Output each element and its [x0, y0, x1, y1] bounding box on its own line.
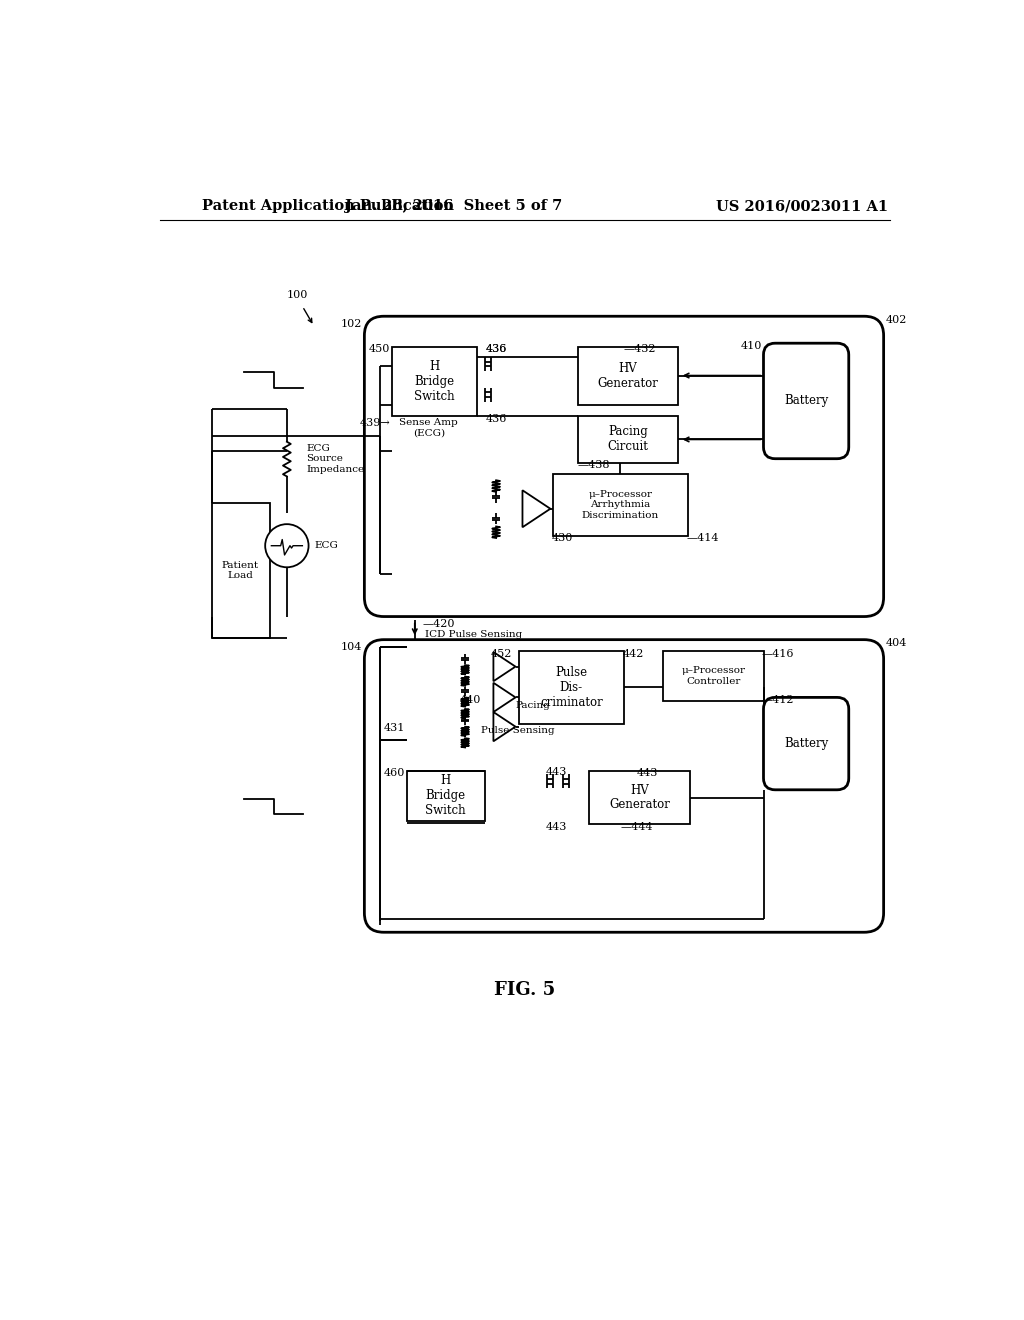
Text: 404: 404	[886, 639, 907, 648]
Text: HV
Generator: HV Generator	[609, 784, 670, 812]
Text: —414: —414	[687, 533, 719, 543]
Text: 102: 102	[341, 319, 362, 329]
FancyBboxPatch shape	[365, 640, 884, 932]
FancyBboxPatch shape	[764, 343, 849, 459]
Text: H
Bridge
Switch: H Bridge Switch	[425, 774, 466, 817]
Text: 436: 436	[486, 345, 508, 354]
Text: 450: 450	[369, 345, 390, 354]
Text: US 2016/0023011 A1: US 2016/0023011 A1	[716, 199, 888, 213]
Text: FIG. 5: FIG. 5	[495, 981, 555, 999]
Text: —444: —444	[621, 822, 652, 832]
Text: 402: 402	[886, 315, 907, 325]
Bar	[519, 651, 624, 725]
Bar	[391, 347, 477, 416]
Text: Pacing: Pacing	[515, 701, 550, 710]
Text: 442: 442	[623, 648, 644, 659]
FancyBboxPatch shape	[764, 697, 849, 789]
Text: 100: 100	[287, 290, 308, 301]
Bar	[553, 474, 688, 536]
Text: 436: 436	[486, 345, 508, 354]
Text: 443: 443	[546, 767, 567, 777]
Text: Battery: Battery	[784, 737, 828, 750]
Text: H
Bridge
Switch: H Bridge Switch	[414, 360, 455, 403]
Text: 430: 430	[552, 533, 573, 543]
Text: 443: 443	[546, 822, 567, 832]
Polygon shape	[494, 652, 515, 681]
Text: Jan. 28, 2016  Sheet 5 of 7: Jan. 28, 2016 Sheet 5 of 7	[345, 199, 562, 213]
Bar	[407, 771, 484, 821]
Bar	[589, 771, 690, 825]
Text: Sense Amp
(ECG): Sense Amp (ECG)	[399, 418, 458, 438]
Text: 452: 452	[490, 648, 512, 659]
Bar	[212, 503, 270, 638]
Text: ECG: ECG	[314, 541, 338, 550]
Text: —416: —416	[762, 648, 795, 659]
Text: 439→: 439→	[359, 417, 390, 428]
Text: ECG
Source
Impedance: ECG Source Impedance	[306, 444, 365, 474]
Text: 410: 410	[740, 341, 762, 351]
Text: Patent Application Publication: Patent Application Publication	[202, 199, 454, 213]
Text: HV
Generator: HV Generator	[597, 362, 658, 389]
Text: Pacing
Circuit: Pacing Circuit	[607, 425, 648, 454]
Text: Patient
Load: Patient Load	[222, 561, 259, 579]
Text: —412: —412	[762, 694, 795, 705]
Text: μ–Processor
Controller: μ–Processor Controller	[681, 667, 745, 685]
Polygon shape	[522, 490, 550, 527]
Text: 443: 443	[636, 768, 657, 777]
Bar	[663, 651, 764, 701]
Polygon shape	[494, 711, 515, 742]
Text: Pulse Sensing: Pulse Sensing	[480, 726, 554, 735]
Text: ICD Pulse Sensing: ICD Pulse Sensing	[425, 630, 522, 639]
Text: 104: 104	[341, 643, 362, 652]
Polygon shape	[494, 682, 515, 711]
Text: —420: —420	[423, 619, 455, 630]
Text: Battery: Battery	[784, 395, 828, 408]
Text: 440: 440	[459, 694, 480, 705]
Text: —438: —438	[578, 459, 610, 470]
Text: 460: 460	[384, 768, 406, 777]
Bar	[578, 416, 678, 462]
FancyBboxPatch shape	[365, 317, 884, 616]
Text: Pulse
Dis-
criminator: Pulse Dis- criminator	[540, 665, 603, 709]
Circle shape	[265, 524, 308, 568]
Text: μ–Processor
Arrhythmia
Discrimination: μ–Processor Arrhythmia Discrimination	[582, 490, 658, 520]
Text: —432: —432	[624, 345, 656, 354]
Bar	[578, 347, 678, 405]
Text: 431: 431	[384, 723, 406, 733]
Text: 436: 436	[486, 413, 508, 424]
